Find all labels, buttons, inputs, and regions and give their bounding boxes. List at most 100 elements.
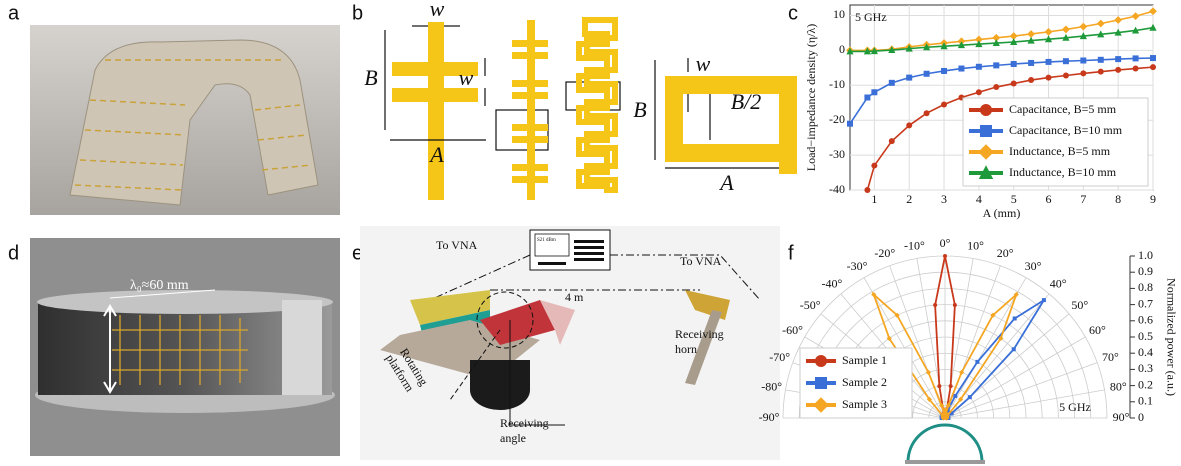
annotation: 4 m: [565, 290, 584, 304]
marker: [948, 384, 953, 389]
theta-tick-label: 10°: [967, 238, 984, 252]
marker: [1149, 23, 1157, 31]
marker: [953, 393, 958, 398]
marker: [992, 39, 1000, 47]
theta-tick-label: -90°: [759, 410, 780, 424]
panel-label: a: [8, 2, 20, 24]
annotation: λ₀≈60 mm: [130, 278, 189, 293]
marker: [1045, 74, 1052, 81]
marker: [846, 47, 854, 55]
legend-label: Inductance, B=5 mm: [1009, 144, 1111, 158]
y-tick-label: -20: [829, 112, 845, 126]
theta-tick-label: 90°: [1113, 410, 1130, 424]
marker: [1028, 77, 1035, 84]
x-tick-label: 8: [1115, 192, 1121, 206]
marker: [871, 291, 877, 298]
r-tick-label: 0.1: [1138, 394, 1153, 408]
marker: [905, 44, 913, 52]
r-tick-label: 0.5: [1138, 329, 1153, 343]
marker: [941, 67, 948, 74]
r-tick-label: 0.8: [1138, 280, 1153, 294]
marker: [815, 377, 827, 389]
theta-tick-label: 80°: [1110, 380, 1127, 394]
marker: [975, 359, 980, 364]
grid-line: [944, 277, 1027, 419]
diagram-label: A: [718, 170, 734, 195]
marker: [980, 104, 992, 116]
theta-tick-label: 70°: [1102, 350, 1119, 364]
diagram-e: [360, 226, 780, 460]
marker: [813, 397, 829, 413]
x-tick-label: 1: [871, 192, 877, 206]
panel-label: b: [352, 2, 363, 24]
marker: [926, 396, 932, 402]
marker: [923, 43, 931, 51]
r-tick-label: 1.0: [1138, 248, 1153, 262]
annotation: angle: [500, 431, 526, 445]
marker: [944, 415, 950, 421]
legend-label: Capacitance, B=5 mm: [1009, 102, 1117, 116]
marker: [957, 41, 966, 49]
marker: [933, 303, 938, 308]
diagram-b: [384, 17, 797, 200]
marker: [923, 70, 930, 77]
diagram-label: B/2: [731, 89, 762, 114]
marker: [886, 335, 892, 341]
marker: [1150, 55, 1156, 62]
marker: [1132, 55, 1139, 62]
theta-tick-label: -30°: [847, 259, 868, 273]
r-tick-label: 0.7: [1138, 296, 1153, 310]
marker: [906, 122, 913, 129]
marker: [1114, 16, 1123, 24]
theta-tick-label: 60°: [1089, 323, 1106, 337]
photo-d: [30, 238, 340, 456]
y-axis-label: Load−impedance density (η/λ): [804, 24, 818, 171]
theta-tick-label: 50°: [1071, 298, 1088, 312]
theta-tick-label: 20°: [997, 246, 1014, 260]
theta-tick-label: 40°: [1050, 276, 1067, 290]
marker: [870, 47, 878, 55]
marker: [1115, 66, 1122, 73]
marker: [1114, 28, 1122, 36]
marker: [847, 120, 853, 127]
r-tick-label: 0.3: [1138, 361, 1153, 375]
annotation: horn: [675, 342, 697, 356]
marker: [993, 62, 1000, 69]
marker: [1027, 30, 1036, 38]
marker: [894, 312, 900, 318]
marker: [975, 89, 982, 96]
screen-text: S21 dBm: [537, 238, 556, 243]
marker: [1150, 64, 1156, 71]
marker: [1115, 56, 1122, 63]
diagram-label: w: [696, 51, 711, 76]
marker: [1080, 57, 1087, 64]
marker: [888, 79, 895, 86]
marker: [925, 369, 931, 375]
marker: [1062, 25, 1070, 34]
marker: [992, 33, 1001, 42]
marker: [990, 312, 996, 318]
marker: [949, 411, 954, 416]
x-tick-label: 7: [1080, 192, 1086, 206]
diagram-label: w: [430, 0, 445, 21]
marker: [978, 144, 994, 160]
marker: [937, 384, 942, 389]
annotation: Receiving: [675, 327, 724, 341]
r-tick-label: 0.2: [1138, 377, 1153, 391]
legend-label: Inductance, B=10 mm: [1009, 165, 1117, 179]
photo-a: [30, 25, 340, 215]
marker: [943, 407, 949, 413]
marker: [978, 165, 994, 179]
annotation: 5 GHz: [855, 10, 887, 24]
marker: [998, 335, 1004, 341]
marker: [923, 110, 930, 117]
marker: [1044, 27, 1053, 36]
grid-line: [944, 389, 1105, 419]
marker: [1011, 347, 1016, 352]
marker: [863, 47, 872, 55]
panel-label: f: [788, 242, 794, 264]
theta-tick-label: -10°: [904, 238, 925, 252]
marker: [940, 42, 948, 50]
marker: [1028, 59, 1035, 66]
